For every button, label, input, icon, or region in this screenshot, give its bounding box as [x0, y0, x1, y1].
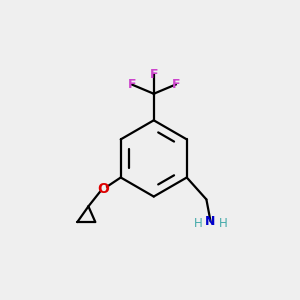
- Text: H: H: [194, 217, 202, 230]
- Text: O: O: [98, 182, 110, 196]
- Text: H: H: [219, 217, 228, 230]
- Text: F: F: [128, 78, 136, 91]
- Text: N: N: [206, 215, 216, 228]
- Text: F: F: [171, 78, 180, 91]
- Text: F: F: [149, 68, 158, 81]
